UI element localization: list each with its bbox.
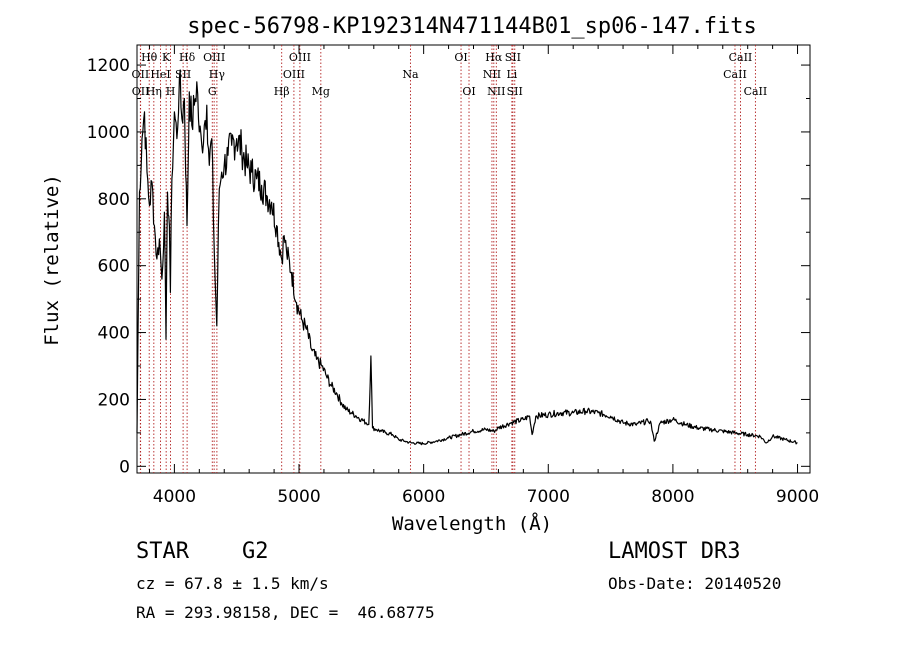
spectral-line-label: HeI [150,68,170,81]
y-tick-label: 200 [98,390,130,410]
spectral-line-label: SII [505,51,521,64]
spectral-line-label: G [208,85,217,98]
spectrum-series-line [136,69,798,446]
object-type: STAR [136,539,189,564]
spectral-line-label: Hη [146,85,162,98]
survey-name: LAMOST DR3 [608,539,741,564]
y-tick-label: 0 [119,457,130,477]
spectral-line-label: OIII [203,51,225,64]
spectral-line-label: Hδ [179,51,196,64]
x-tick-label: 8000 [651,487,694,507]
spectral-line-label: K [162,51,171,64]
x-axis-label: Wavelength (Å) [392,512,552,535]
spectral-line-label: Mg [312,85,330,98]
x-tick-label: 6000 [402,487,445,507]
spectral-line-label: H [166,85,176,98]
y-tick-label: 600 [98,257,130,277]
spectral-line-label: NII [487,85,505,98]
obs-date-text: Obs-Date: 20140520 [608,574,782,593]
spectral-line-label: OI [454,51,467,64]
spectral-line-label: CaII [723,68,747,81]
y-tick-label: 1200 [87,56,130,76]
spectral-line-markers [139,45,756,473]
x-tick-label: 7000 [527,487,570,507]
spectral-line-label: OII [132,68,150,81]
y-axis-label: Flux (relative) [41,174,63,346]
spectral-line-label: SII [175,68,191,81]
plot-frame [136,44,811,474]
spectral-line-label: OI [462,85,475,98]
spectral-line-label: Na [402,68,419,81]
chart-title: spec-56798-KP192314N471144B01_sp06-147.f… [187,14,757,39]
coordinates-text: RA = 293.98158, DEC = 46.68775 [136,603,435,622]
spectral-line-label: OIII [283,68,305,81]
spectral-subclass: G2 [242,539,269,564]
spectral-line-label: Hγ [209,68,226,81]
spectral-line-label: OIII [289,51,311,64]
y-axis-ticks: 0 200 400 600 800 1000 1200 [87,56,810,477]
y-tick-label: 400 [98,324,130,344]
spectral-line-label: Li [506,68,517,81]
spectral-line-label: OII [132,85,150,98]
spectral-line-label: Hα [485,51,503,64]
spectral-line-label: CaII [744,85,768,98]
spectral-line-label: Hθ [141,51,158,64]
y-tick-label: 800 [98,190,130,210]
y-tick-label: 1000 [87,123,130,143]
spectral-line-label: Hβ [274,85,290,98]
x-tick-label: 4000 [153,487,196,507]
spectral-line-label: NII [483,68,501,81]
x-tick-label: 9000 [776,487,819,507]
x-tick-label: 5000 [277,487,320,507]
spectral-line-label: CaII [729,51,753,64]
spectral-line-label: SII [507,85,523,98]
x-axis-ticks: 4000 5000 6000 7000 8000 9000 [148,45,819,507]
redshift-text: cz = 67.8 ± 1.5 km/s [136,574,329,593]
